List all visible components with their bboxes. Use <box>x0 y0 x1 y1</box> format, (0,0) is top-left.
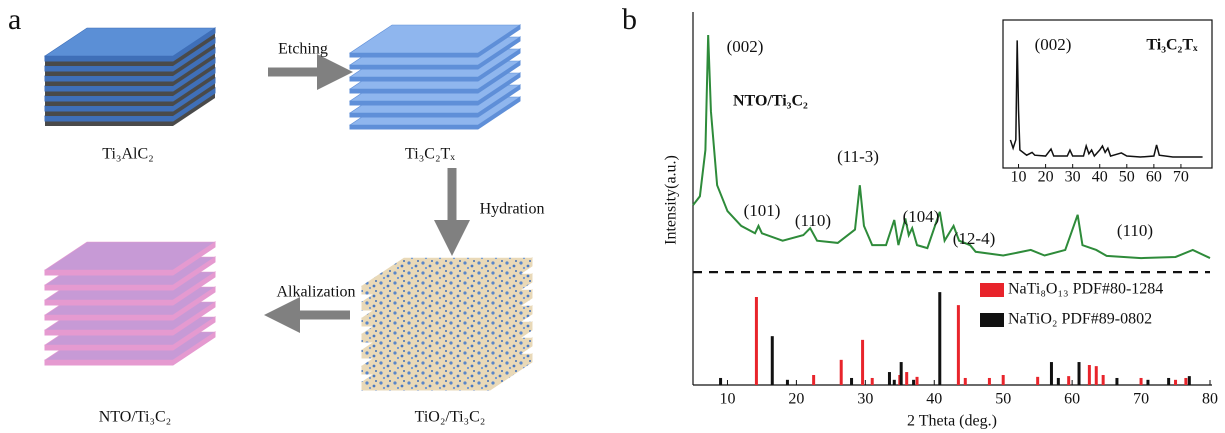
peak-label: (104) <box>903 207 940 226</box>
xrd-panel: b Intensity(a.u.) 2 Theta (deg.) Ti₃C₂Tₓ… <box>622 3 1218 430</box>
inset-x-tick-label: 70 <box>1173 169 1189 186</box>
x-tick-label: 10 <box>719 391 735 408</box>
layer-stack <box>45 28 215 126</box>
x-tick-label: 70 <box>1133 391 1149 408</box>
inset-x-tick-label: 60 <box>1146 169 1162 186</box>
peak-label: (002) <box>727 37 764 56</box>
x-tick-label: 40 <box>926 391 942 408</box>
inset-x-tick-label: 10 <box>1011 169 1027 186</box>
figure: a Etching Hydration Alkalization Ti₃AlC₂… <box>0 0 1225 433</box>
legend-swatch <box>980 283 1004 297</box>
step-label: Alkalization <box>276 284 355 301</box>
layer-stack <box>45 242 215 365</box>
material-label: NTO/Ti₃C₂ <box>99 409 172 426</box>
x-tick-label: 20 <box>788 391 804 408</box>
material-label: TiO₂/Ti₃C₂ <box>415 409 486 426</box>
inset-x-tick-label: 30 <box>1065 169 1081 186</box>
x-tick-label: 60 <box>1064 391 1080 408</box>
material-label: Ti₃AlC₂ <box>102 146 153 163</box>
legend-label: NaTi₈O₁₃ PDF#80-1284 <box>1008 281 1163 298</box>
layer-stack <box>350 25 520 129</box>
inset-title: Ti₃C₂Tₓ <box>1146 37 1198 54</box>
layer-stack <box>362 258 532 390</box>
peak-label: (101) <box>744 201 781 220</box>
legend-swatch <box>980 313 1004 327</box>
peak-label: (11-3) <box>837 147 879 166</box>
inset-x-tick-label: 20 <box>1038 169 1054 186</box>
y-axis-label: Intensity(a.u.) <box>663 155 680 245</box>
curve-label: NTO/Ti₃C₂ <box>733 93 808 110</box>
x-tick-label: 50 <box>995 391 1011 408</box>
peak-label: (110) <box>1117 221 1153 240</box>
x-tick-label: 30 <box>857 391 873 408</box>
panel-label: b <box>622 3 637 36</box>
inset-x-tick-label: 50 <box>1119 169 1135 186</box>
legend-label: NaTiO₂ PDF#89-0802 <box>1008 311 1152 328</box>
inset-x-tick-label: 40 <box>1092 169 1108 186</box>
panel-label: a <box>8 3 21 36</box>
x-axis-label: 2 Theta (deg.) <box>907 413 997 430</box>
material-label: Ti₃C₂Tₓ <box>405 146 455 163</box>
inset-annotation: (002) <box>1035 35 1072 54</box>
x-tick-label: 80 <box>1202 391 1218 408</box>
schematic: a Etching Hydration Alkalization Ti₃AlC₂… <box>8 3 544 426</box>
peak-label: (12-4) <box>953 229 995 248</box>
peak-label: (110) <box>795 211 831 230</box>
step-label: Hydration <box>480 201 545 218</box>
step-label: Etching <box>278 41 328 58</box>
